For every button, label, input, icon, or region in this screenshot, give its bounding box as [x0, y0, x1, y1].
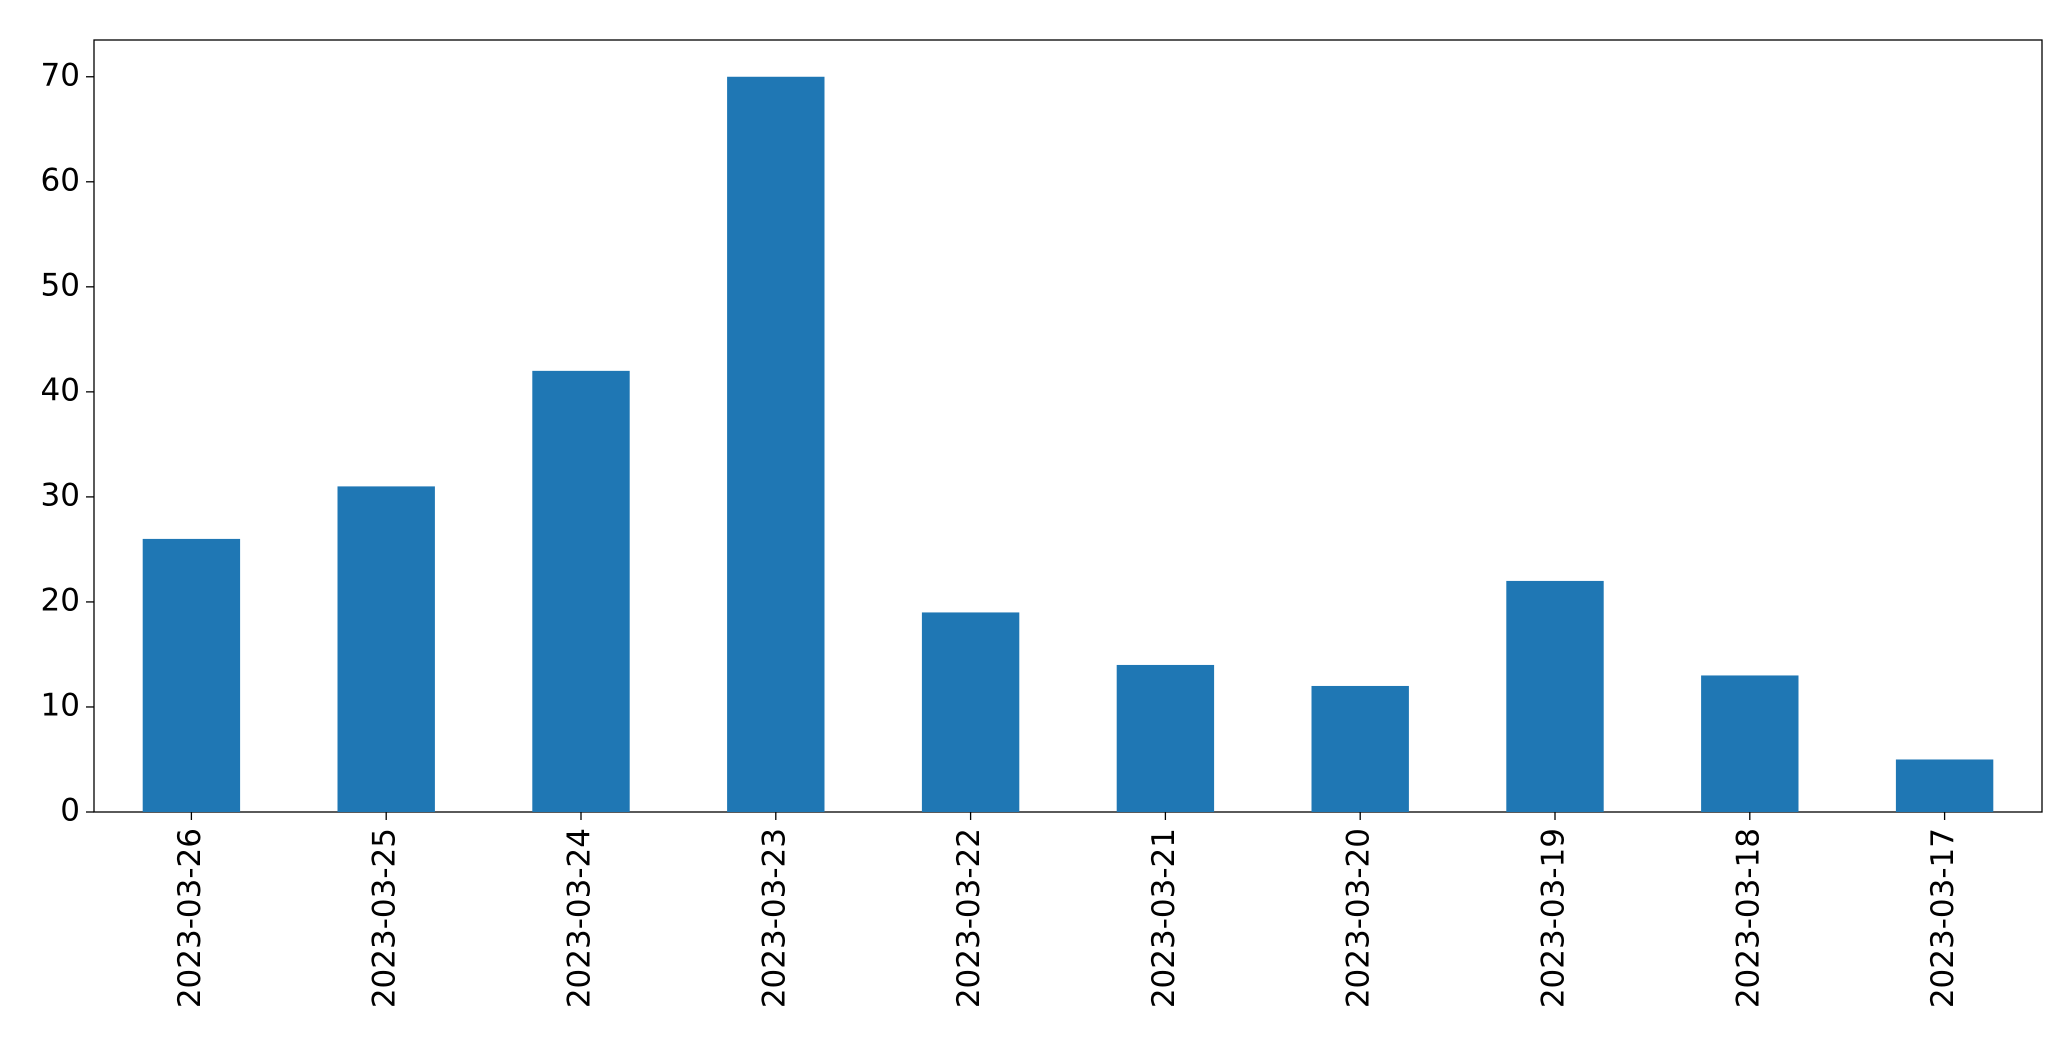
x-tick-label: 2023-03-24 [562, 828, 598, 1008]
y-tick-label: 0 [60, 793, 80, 829]
bar [532, 370, 630, 812]
bar [921, 612, 1020, 812]
x-tick-label: 2023-03-21 [1146, 828, 1182, 1008]
bar [727, 76, 825, 812]
plot-frame [93, 39, 2043, 813]
bar [1895, 759, 1994, 812]
x-tick-label: 2023-03-19 [1536, 828, 1572, 1008]
bar [142, 538, 241, 812]
x-tick-label: 2023-03-23 [756, 828, 792, 1008]
y-tick-label: 30 [41, 477, 80, 513]
y-tick-label: 50 [41, 267, 80, 303]
x-tick-label: 2023-03-20 [1341, 828, 1377, 1008]
x-tick-label: 2023-03-18 [1730, 828, 1766, 1008]
x-tick-label: 2023-03-17 [1925, 828, 1961, 1008]
x-tick-label: 2023-03-26 [172, 828, 208, 1008]
bar [1116, 664, 1215, 812]
bar [1701, 675, 1799, 812]
y-tick-label: 70 [41, 57, 80, 93]
y-tick-label: 40 [41, 372, 80, 408]
y-tick-label: 60 [41, 162, 80, 198]
x-tick-label: 2023-03-25 [367, 828, 403, 1008]
x-tick-label: 2023-03-22 [951, 828, 987, 1008]
bar [1311, 685, 1409, 812]
bar [337, 486, 435, 812]
bar [1506, 580, 1604, 812]
y-tick-label: 10 [41, 687, 80, 723]
y-tick-label: 20 [41, 582, 80, 618]
